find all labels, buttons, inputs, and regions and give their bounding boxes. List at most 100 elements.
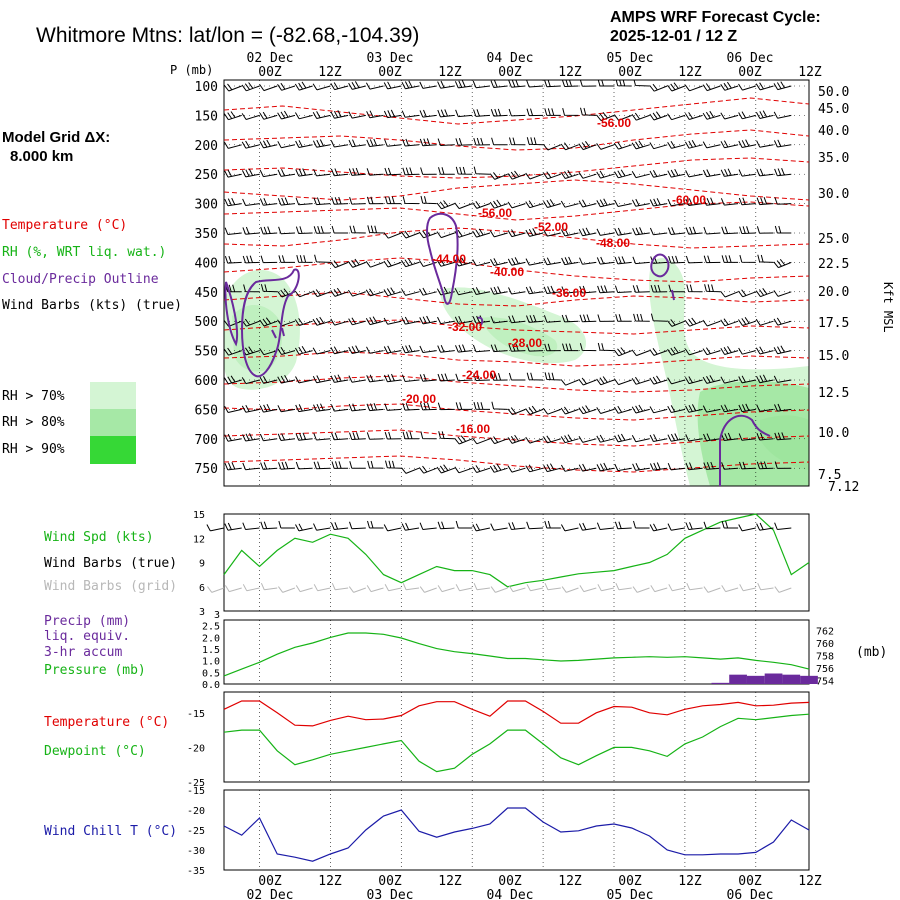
wind-barb-main-366 <box>259 403 278 413</box>
wind-barb-grid-13 <box>437 585 455 593</box>
wind-barb-main-89 <box>613 141 632 150</box>
wind-barb-main-191 <box>667 227 685 235</box>
label-precip: Precip (mm) <box>44 614 131 629</box>
wind-barb-main-375 <box>420 402 437 411</box>
main-panel-frame <box>223 79 810 487</box>
cloud-outline-left <box>224 281 239 347</box>
height-axis-title: Kft MSL <box>881 282 895 333</box>
wind-barb-main-240 <box>365 288 384 297</box>
wind-barb-main-300 <box>259 348 278 356</box>
wind-barb-main-23 <box>615 80 632 87</box>
wind-barb-main-214 <box>490 258 508 266</box>
temp-contour-6 <box>224 257 809 283</box>
wind-barb-main-94 <box>702 141 721 149</box>
wind-barb-main-320 <box>613 347 632 357</box>
temp-ytick--15: -15 <box>187 709 205 720</box>
wind-barb-main-350 <box>560 379 579 386</box>
legend-cloud: Cloud/Precip Outline <box>2 272 159 287</box>
height-tick-17.5: 17.5 <box>818 316 849 331</box>
temp-contour-1 <box>224 129 809 151</box>
wind-barb-main-353 <box>613 378 632 386</box>
wind-barb-main-168 <box>260 226 278 235</box>
wind-barb-main-288 <box>633 313 650 322</box>
wind-barb-main-122 <box>614 169 632 179</box>
pressure-tick-250: 250 <box>195 168 218 183</box>
wind-barb-main-219 <box>579 257 597 265</box>
temp-label-4: -48.00 <box>596 236 630 250</box>
temp-label-5: -44.00 <box>432 252 466 266</box>
wind-barb-main-435 <box>313 461 331 470</box>
wind-barb-grid-32 <box>774 586 792 593</box>
wind-barb-main-437 <box>349 461 366 469</box>
wind-barb-main-197 <box>774 225 792 234</box>
wind-barb-main-144 <box>420 195 437 205</box>
wind-barb-main-371 <box>348 403 366 412</box>
legend-rh90-label: RH > 90% <box>2 442 65 457</box>
wind-barb-main-252 <box>579 285 597 294</box>
wind-barb-main-220 <box>596 256 615 265</box>
wind-barb-main-8 <box>348 81 366 90</box>
temp-label-11: -20.00 <box>402 392 436 406</box>
wind-barb-main-24 <box>633 80 650 87</box>
wind-barb-main-324 <box>684 348 703 356</box>
wind-barb-main-58 <box>649 111 668 121</box>
wind-barb-main-287 <box>615 314 632 322</box>
wind-barb-main-215 <box>507 257 526 266</box>
wind-barb-main-395 <box>774 403 792 412</box>
wind-barb-main-263 <box>773 290 792 297</box>
wind-barb-main-241 <box>383 287 402 297</box>
wind-barb-grid-6 <box>313 584 331 592</box>
wind-barb-main-193 <box>703 226 721 235</box>
temp-ytick--25: -25 <box>187 778 205 789</box>
wind-barb-main-105 <box>313 169 331 177</box>
wind-barb-main-245 <box>454 288 473 296</box>
wind-barb-main-22 <box>597 80 614 87</box>
wind-barb-grid-12 <box>419 586 437 593</box>
bottom-date-label-0: 02 Dec <box>247 888 294 900</box>
bottom-hour-label-5: 12Z <box>558 874 582 889</box>
wind-barb-main-243 <box>419 287 437 296</box>
wind-barb-main-166 <box>224 227 242 235</box>
wind-barb-main-49 <box>490 108 508 117</box>
wind-barb-main-354 <box>631 376 650 385</box>
wind-barb-true-32 <box>774 522 792 530</box>
chill-ytick--15: -15 <box>187 786 205 797</box>
rh-shading <box>224 258 809 486</box>
wind-barb-main-217 <box>543 257 561 266</box>
wind-barb-main-13 <box>437 80 455 89</box>
wind-barb-main-55 <box>596 111 615 122</box>
temp-label-6: -40.00 <box>490 265 524 279</box>
temp-label-0: -56.00 <box>597 116 631 130</box>
wind-barb-main-262 <box>755 288 774 298</box>
wind-barb-main-448 <box>543 463 561 473</box>
height-tick-22.5: 22.5 <box>818 257 849 272</box>
wind-barb-grid-23 <box>615 582 632 591</box>
wind-barb-grid-18 <box>526 584 544 592</box>
bottom-hour-label-9: 12Z <box>798 874 822 889</box>
wind-barb-main-275 <box>401 316 420 325</box>
wind-barb-main-27 <box>684 84 703 92</box>
wind-barb-main-88 <box>596 143 615 150</box>
wind-barb-main-43 <box>383 109 402 119</box>
wind-barb-main-98 <box>773 139 792 148</box>
wind-barb-main-18 <box>526 80 544 88</box>
wind-barb-main-296 <box>773 317 792 326</box>
temperature-line <box>223 700 810 727</box>
wind-barb-main-76 <box>384 139 402 147</box>
wind-barb-main-72 <box>312 139 331 148</box>
wind-barb-main-218 <box>561 256 579 266</box>
cloud-outline-left-2 <box>240 268 300 378</box>
wind-barb-main-399 <box>259 433 278 442</box>
wind-barb-grid-28 <box>703 586 721 593</box>
wind-barb-main-445 <box>489 463 508 473</box>
temp-label-7: -36.00 <box>552 286 586 300</box>
temp-label-3: -52.00 <box>534 220 568 234</box>
height-tick-35.0: 35.0 <box>818 151 849 166</box>
wind-barb-main-81 <box>473 137 490 146</box>
wind-barb-main-418 <box>596 434 615 443</box>
cloud-outline-right-small <box>650 253 675 301</box>
wind-barb-grid-3 <box>260 582 278 591</box>
wind-barb-main-351 <box>578 377 597 386</box>
pressure-unit: (mb) <box>856 645 887 660</box>
wind-barb-main-306 <box>366 346 384 354</box>
